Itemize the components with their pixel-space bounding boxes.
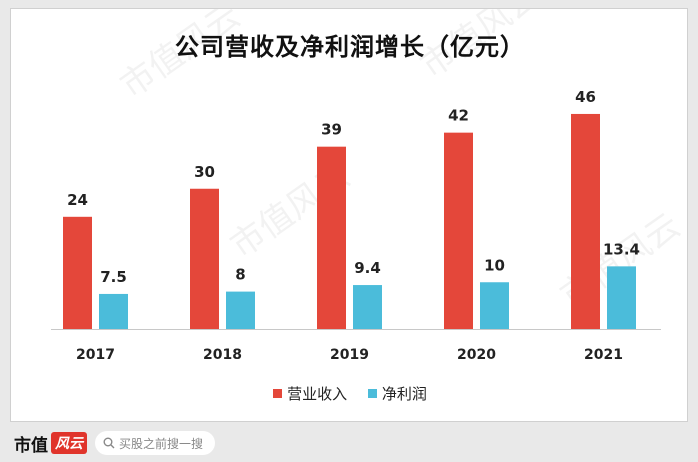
x-tick-label-2017: 2017 xyxy=(76,347,115,363)
data-label-revenue-2019: 39 xyxy=(321,121,342,139)
bar-profit-2019 xyxy=(353,285,382,329)
watermark-0: 市值风云 xyxy=(113,9,247,106)
chart-title: 公司营收及净利润增长（亿元） xyxy=(175,33,525,61)
search-placeholder: 买股之前搜一搜 xyxy=(119,436,204,451)
brand-logo[interactable]: 市值 风云 xyxy=(14,431,87,456)
x-tick-label-2019: 2019 xyxy=(330,347,369,363)
bar-profit-2020 xyxy=(480,282,509,329)
bar-profit-2021 xyxy=(607,266,636,329)
chart-legend: 营业收入 净利润 xyxy=(11,383,689,404)
legend-swatch-revenue xyxy=(273,389,283,398)
search-box[interactable]: 买股之前搜一搜 xyxy=(95,431,215,455)
x-tick-label-2020: 2020 xyxy=(457,347,496,363)
footer-bar: 市值 风云 买股之前搜一搜 xyxy=(0,424,698,462)
legend-label-profit: 净利润 xyxy=(381,385,427,403)
x-tick-label-2018: 2018 xyxy=(203,347,242,363)
watermark-1: 市值风云 xyxy=(413,9,547,86)
bar-revenue-2020 xyxy=(444,132,473,329)
data-label-profit-2017: 7.5 xyxy=(100,268,127,286)
bar-profit-2018 xyxy=(226,291,255,329)
data-label-profit-2020: 10 xyxy=(484,256,505,274)
data-label-revenue-2021: 46 xyxy=(575,88,596,106)
bar-revenue-2021 xyxy=(571,113,600,329)
data-label-profit-2018: 8 xyxy=(235,266,245,284)
bar-revenue-2018 xyxy=(190,188,219,329)
data-label-profit-2019: 9.4 xyxy=(354,259,381,277)
search-icon xyxy=(103,437,115,449)
data-label-revenue-2018: 30 xyxy=(194,163,215,181)
legend-item-revenue: 营业收入 xyxy=(273,383,347,404)
legend-item-profit: 净利润 xyxy=(367,383,427,404)
brand-mark: 风云 xyxy=(51,432,87,454)
legend-swatch-profit xyxy=(367,389,377,398)
chart-frame: 公司营收及净利润增长（亿元） 市值风云 市值风云 市值风云 市值风云 24 7.5 2017… xyxy=(10,8,688,422)
brand-name: 市值 xyxy=(14,435,48,456)
data-label-profit-2021: 13.4 xyxy=(603,240,640,258)
data-label-revenue-2020: 42 xyxy=(448,107,469,125)
bar-revenue-2017 xyxy=(63,216,92,329)
bar-profit-2017 xyxy=(99,293,128,329)
data-label-revenue-2017: 24 xyxy=(67,191,88,209)
x-tick-label-2021: 2021 xyxy=(584,347,623,363)
legend-label-revenue: 营业收入 xyxy=(287,385,348,403)
bar-revenue-2019 xyxy=(317,146,346,329)
